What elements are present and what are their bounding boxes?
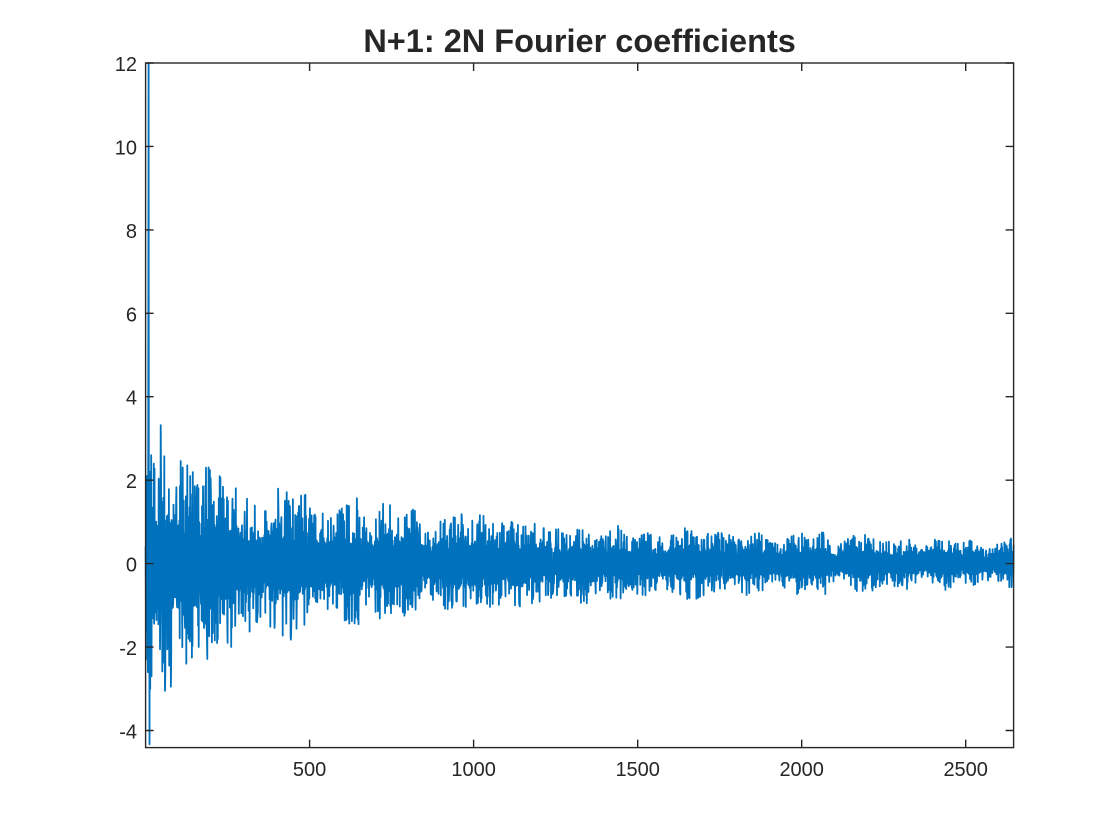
svg-text:1000: 1000 [451, 759, 496, 781]
svg-text:0: 0 [126, 555, 137, 577]
svg-text:8: 8 [126, 221, 137, 243]
svg-text:10: 10 [115, 137, 137, 159]
svg-text:2000: 2000 [779, 759, 824, 781]
svg-text:500: 500 [293, 759, 326, 781]
svg-text:2: 2 [126, 471, 137, 493]
svg-text:1500: 1500 [615, 759, 660, 781]
svg-text:-2: -2 [119, 638, 137, 660]
svg-text:2500: 2500 [943, 759, 988, 781]
svg-text:6: 6 [126, 304, 137, 326]
svg-text:-4: -4 [119, 722, 137, 744]
svg-text:N+1: 2N Fourier coefficients: N+1: 2N Fourier coefficients [363, 23, 796, 59]
svg-text:12: 12 [115, 54, 137, 76]
svg-text:4: 4 [126, 388, 137, 410]
